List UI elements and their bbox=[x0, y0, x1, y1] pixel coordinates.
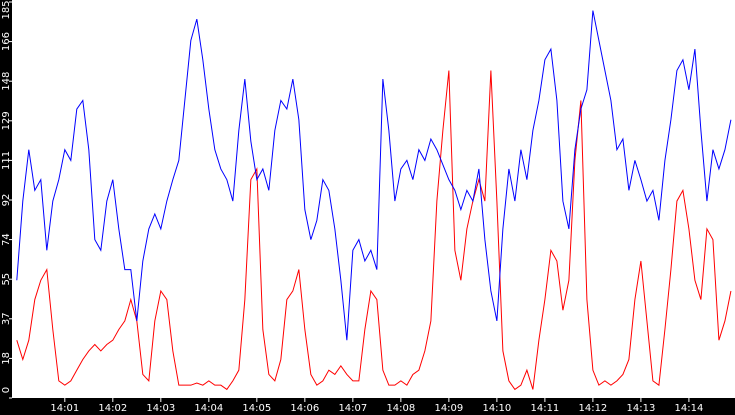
x-axis-strip bbox=[0, 398, 735, 415]
x-tick-label: 14:01 bbox=[50, 403, 79, 414]
y-tick-label: 185 bbox=[1, 0, 12, 19]
y-tick-label: 74 bbox=[1, 233, 12, 246]
x-tick-label: 14:04 bbox=[194, 403, 223, 414]
x-tick-label: 14:07 bbox=[338, 403, 367, 414]
series-line bbox=[16, 70, 732, 391]
x-tick-label: 14:09 bbox=[434, 403, 463, 414]
y-tick-label: 92 bbox=[1, 194, 12, 207]
x-tick-label: 14:08 bbox=[386, 403, 415, 414]
x-tick-label: 14:02 bbox=[98, 403, 127, 414]
series-line bbox=[16, 10, 732, 341]
x-tick-label: 14:05 bbox=[242, 403, 271, 414]
x-tick-label: 14:10 bbox=[482, 403, 511, 414]
y-tick-label: 166 bbox=[1, 32, 12, 51]
y-tick-label: 18 bbox=[1, 352, 12, 365]
y-tick-label: 129 bbox=[1, 111, 12, 130]
x-tick-label: 14:03 bbox=[146, 403, 175, 414]
y-tick-label: 0 bbox=[1, 387, 12, 393]
x-tick-label: 14:06 bbox=[290, 403, 319, 414]
x-tick-label: 14:11 bbox=[530, 403, 559, 414]
y-axis-strip bbox=[0, 0, 12, 415]
y-tick-label: 37 bbox=[1, 312, 12, 325]
x-tick-label: 14:13 bbox=[626, 403, 655, 414]
y-tick-label: 111 bbox=[1, 151, 12, 170]
x-tick-label: 14:12 bbox=[578, 403, 607, 414]
y-tick-label: 148 bbox=[1, 72, 12, 91]
y-tick-label: 55 bbox=[1, 273, 12, 286]
x-tick-label: 14:14 bbox=[674, 403, 703, 414]
